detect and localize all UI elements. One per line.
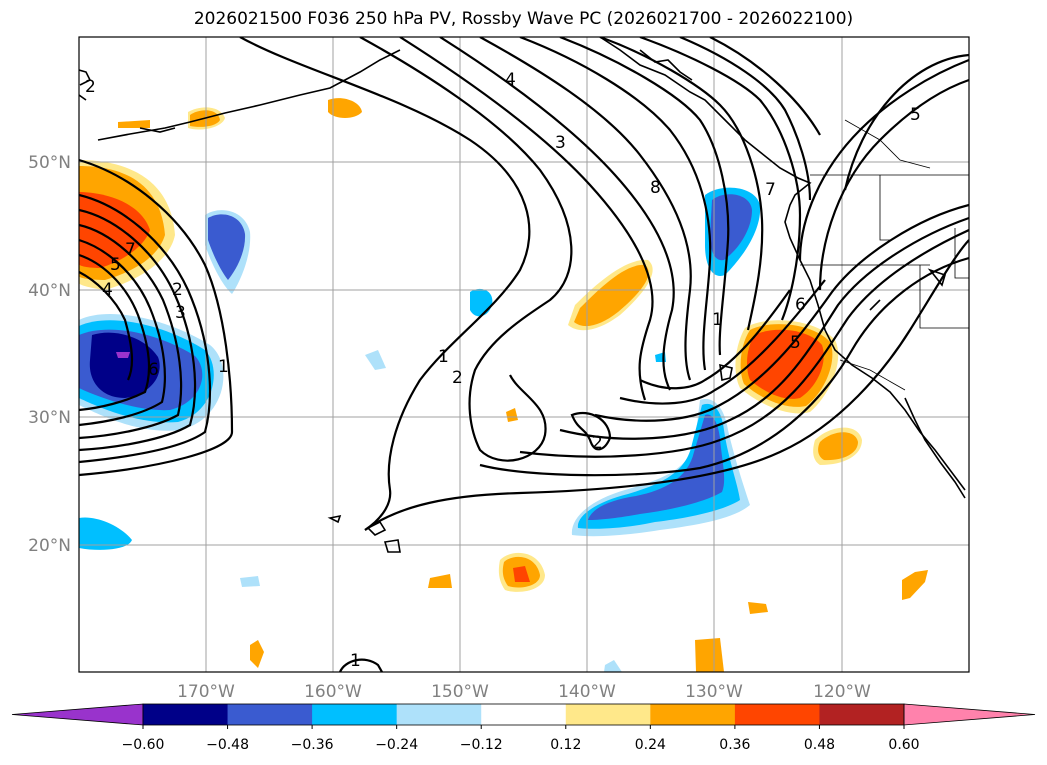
colorbar-bin [396,704,482,725]
contour-label: 2 [85,77,96,97]
colorbar-tick-label: −0.48 [206,737,249,753]
map-frame [78,36,970,673]
colorbar-bin [734,704,820,725]
contour-label: 1 [218,357,229,377]
colorbar-tick-label: −0.12 [460,737,503,753]
pv-contour-labels: 2 4 3 8 7 5 5 7 2 3 4 6 1 1 2 1 2 6 5 1 [85,70,921,671]
colorbar-tick-label: 0.24 [635,737,666,753]
colorbar-extend-low [11,703,144,726]
coastlines [79,37,966,553]
contour-label: 2 [452,368,463,388]
longitude-labels: 170°W 160°W 150°W 140°W 130°W 120°W [177,682,871,702]
lon-label: 160°W [304,682,362,702]
lat-label: 30°N [28,408,71,428]
lon-label: 120°W [813,682,871,702]
contour-label: 4 [505,70,516,90]
colorbar-tick-label: 0.36 [719,737,750,753]
lat-label: 40°N [28,281,71,301]
lon-label: 150°W [431,682,489,702]
lon-label: 170°W [177,682,235,702]
map-title: 2026021500 F036 250 hPa PV, Rossby Wave … [193,9,854,29]
colorbar-tick-label: 0.48 [804,737,835,753]
colorbar-bin [312,704,398,725]
contour-label: 1 [350,651,361,671]
contour-label: 1 [438,347,449,367]
colorbar-outline [142,703,905,726]
map-area: 2 4 3 8 7 5 5 7 2 3 4 6 1 1 2 1 2 6 5 1 [79,37,969,672]
colorbar-tick-label: 0.60 [888,737,919,753]
lat-label: 20°N [28,536,71,556]
contour-label: 2 [172,280,183,300]
pv-contours [79,37,969,672]
latitude-labels: 50°N 40°N 30°N 20°N [28,153,71,556]
contour-label: 3 [555,133,566,153]
colorbar-bin [143,704,229,725]
negative-anomaly-shading [79,187,761,672]
colorbar-bin [565,704,651,725]
colorbar: −0.60 −0.48 −0.36 −0.24 −0.12 0.12 0.24 0.36 0.4… [11,703,1036,753]
colorbar-tick-label: −0.24 [375,737,418,753]
contour-label: 8 [650,178,661,198]
contour-label: 4 [102,280,113,300]
contour-label: 5 [790,333,801,353]
colorbar-bin [227,704,313,725]
contour-label: 5 [110,255,121,275]
contour-label: 6 [148,360,159,380]
lon-label: 140°W [558,682,616,702]
contour-label: 7 [765,180,776,200]
contour-label: 1 [712,310,723,330]
lat-label: 50°N [28,153,71,173]
contour-label: 6 [795,295,806,315]
colorbar-tick-label: −0.60 [122,737,165,753]
lon-label: 130°W [685,682,743,702]
contour-label: 7 [125,240,136,260]
colorbar-bin [819,704,905,725]
contour-label: 5 [910,105,921,125]
colorbar-tick-label: 0.12 [550,737,581,753]
colorbar-bin [481,704,567,725]
contour-label: 3 [175,303,186,323]
colorbar-tick-label: −0.36 [291,737,334,753]
contour-label: 2 [592,433,603,453]
colorbar-bin [650,704,736,725]
colorbar-extend-high [903,703,1036,726]
